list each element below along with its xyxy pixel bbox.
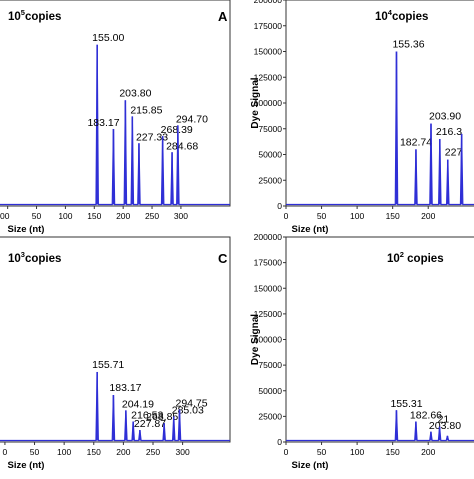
panel-title: 105copies: [8, 8, 61, 23]
trace-line: [0, 44, 230, 206]
x-tick-label: 300: [176, 447, 190, 457]
peak-label: 227.33: [136, 131, 168, 143]
x-tick-label: 150: [87, 211, 101, 221]
x-tick-label: 200: [116, 447, 130, 457]
panel-title: 103copies: [8, 250, 61, 265]
peak-label: 155.36: [392, 39, 424, 51]
x-tick-label: 250: [146, 447, 160, 457]
y-tick-label: 75000: [258, 360, 282, 370]
x-tick-label: 0: [284, 447, 289, 457]
y-tick-label: 175000: [254, 21, 283, 31]
y-tick-label: 200000: [254, 232, 283, 242]
x-tick-label: 50: [32, 211, 42, 221]
x-tick-label: 50: [317, 211, 327, 221]
peak-label: 155.00: [92, 32, 124, 44]
peak-label: 203.90: [429, 111, 461, 123]
y-tick-label: 150000: [254, 283, 283, 293]
peak-label: 215.85: [130, 104, 162, 116]
peak-label: 155.71: [92, 359, 124, 371]
y-tick-label: 125000: [254, 72, 283, 82]
peak-label: 203.80: [429, 420, 461, 432]
x-tick-label: 250: [145, 211, 159, 221]
x-axis-label: Size (nt): [292, 224, 329, 235]
peak-label: 227.87: [134, 418, 166, 430]
peak-label: 203.80: [119, 87, 151, 99]
peak-label: 182.74: [400, 136, 432, 148]
peak-label: 183.17: [87, 117, 119, 129]
y-tick-label: 200000: [254, 0, 283, 5]
peak-label: 155.31: [390, 398, 422, 410]
x-tick-label: 150: [386, 447, 400, 457]
y-tick-label: 0: [277, 437, 282, 447]
panel-title: 102 copies: [387, 250, 444, 265]
x-tick-label: 0: [3, 447, 8, 457]
y-tick-label: 125000: [254, 309, 283, 319]
y-axis-label: Dye Signal: [250, 77, 261, 128]
peak-label: 204.19: [122, 398, 154, 410]
x-axis-label: Size (nt): [292, 460, 329, 471]
y-tick-label: 75000: [258, 124, 282, 134]
peak-label: 182.66: [410, 410, 442, 422]
peak-label: 268.39: [161, 124, 193, 136]
x-tick-label: 200: [421, 211, 435, 221]
x-tick-label: 300: [174, 211, 188, 221]
panel-bottom-left: 155.71183.17204.19216.53227.87268.85285.…: [0, 236, 231, 471]
y-tick-label: 175000: [254, 258, 283, 268]
plot-frame: [0, 0, 231, 207]
trace-line: [286, 51, 474, 206]
panel-title: 104copies: [375, 8, 428, 23]
peak-label: 227: [445, 147, 463, 159]
panel-letter: C: [218, 251, 228, 266]
x-tick-label: 100: [350, 447, 364, 457]
peak-label: 284.68: [166, 140, 198, 152]
peak-label: 216.3: [436, 126, 462, 138]
y-tick-label: 50000: [258, 150, 282, 160]
x-tick-label: 0: [284, 211, 289, 221]
x-tick-label: 200: [421, 447, 435, 457]
y-tick-label: 50000: [258, 386, 282, 396]
trace-line: [0, 371, 230, 442]
x-tick-label: 100: [350, 211, 364, 221]
plot-frame: [285, 236, 474, 443]
y-tick-label: 150000: [254, 47, 283, 57]
peak-label: 183.17: [109, 382, 141, 394]
y-tick-label: 0: [277, 201, 282, 211]
peak-label: 294.75: [176, 398, 208, 410]
x-tick-label: 100: [57, 447, 71, 457]
y-tick-label: 25000: [258, 175, 282, 185]
panel-letter: A: [218, 9, 228, 24]
y-axis-label: Dye Signal: [250, 314, 261, 365]
x-tick-label: 00: [0, 211, 10, 221]
plot-frame: [285, 0, 474, 207]
peak-label: 216.53: [131, 410, 163, 422]
x-tick-label: 200: [116, 211, 130, 221]
peak-label: 294.70: [176, 113, 208, 125]
x-axis-label: Size (nt): [8, 460, 45, 471]
x-tick-label: 150: [87, 447, 101, 457]
y-tick-label: 100000: [254, 335, 283, 345]
peak-label: 21: [438, 414, 450, 426]
x-tick-label: 50: [30, 447, 40, 457]
plot-frame: [0, 236, 231, 443]
x-axis-label: Size (nt): [8, 224, 45, 235]
peak-label: 268.85: [146, 411, 178, 423]
panel-top-right: 155.36 182.74 203.90 216.3 227 0 50 100 150 200 Si…: [250, 0, 474, 235]
y-tick-label: 25000: [258, 411, 282, 421]
x-tick-label: 50: [317, 447, 327, 457]
y-tick-label: 100000: [254, 98, 283, 108]
x-tick-label: 100: [58, 211, 72, 221]
x-tick-label: 150: [386, 211, 400, 221]
